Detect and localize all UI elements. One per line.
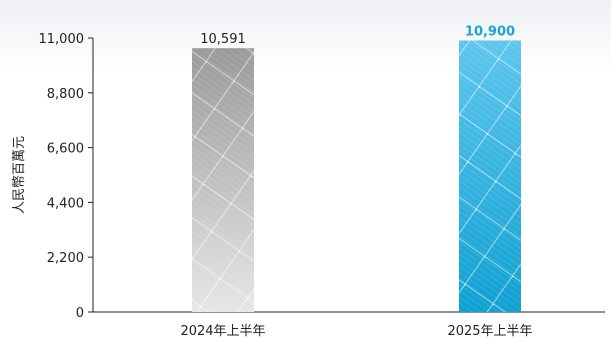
bar-grid-pattern bbox=[459, 40, 521, 313]
bar-grid-pattern bbox=[192, 48, 254, 313]
bar-value-label: 10,591 bbox=[200, 32, 246, 47]
bars bbox=[192, 40, 521, 313]
axes bbox=[92, 38, 605, 313]
bar-2 bbox=[459, 40, 521, 313]
y-tick-label: 6,600 bbox=[47, 142, 84, 157]
y-tick-label: 2,200 bbox=[47, 251, 84, 266]
y-tick-label: 0 bbox=[76, 306, 84, 321]
bar-value-label: 10,900 bbox=[465, 24, 515, 39]
bar-1 bbox=[192, 48, 254, 313]
x-category-label: 2024年上半年 bbox=[180, 324, 265, 339]
labels: 10,591 2024年上半年 10,900 2025年上半年 bbox=[180, 24, 532, 339]
x-category-label: 2025年上半年 bbox=[447, 324, 532, 339]
y-tick-label: 8,800 bbox=[47, 87, 84, 102]
y-ticks: 0 2,200 4,400 6,600 8,800 11,000 bbox=[39, 32, 93, 321]
y-tick-label: 11,000 bbox=[39, 32, 85, 47]
y-axis-label: 人民幣百萬元 bbox=[12, 136, 27, 214]
y-tick-label: 4,400 bbox=[47, 196, 84, 211]
